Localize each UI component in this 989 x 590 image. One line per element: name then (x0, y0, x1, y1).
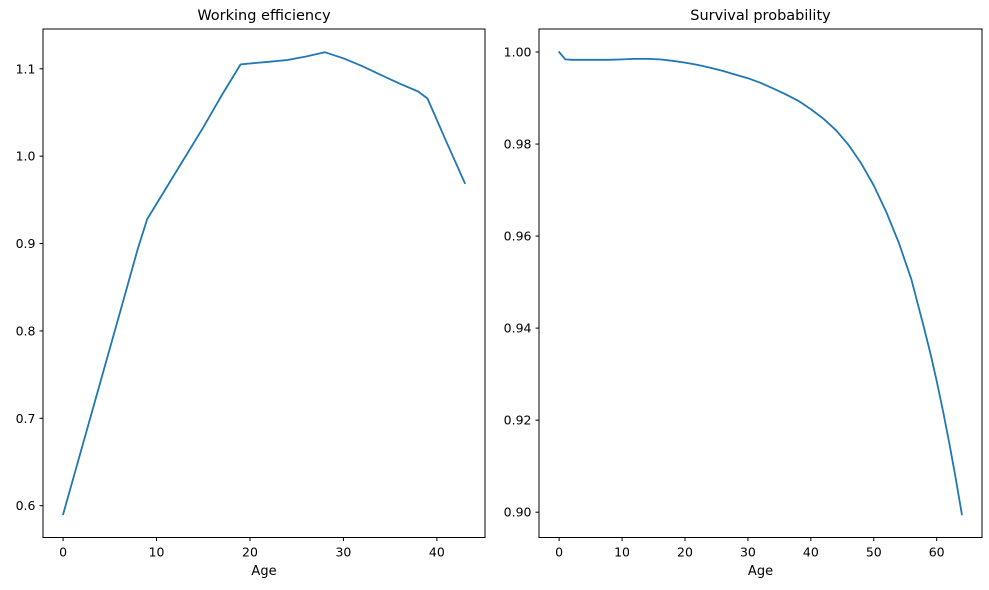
right-x-axis-label: Age (747, 564, 774, 579)
x-tick-label: 40 (429, 545, 445, 560)
x-tick-label: 60 (929, 545, 945, 560)
x-tick-label: 10 (614, 545, 630, 560)
y-tick-label: 0.94 (504, 321, 532, 336)
x-tick-label: 20 (677, 545, 693, 560)
y-tick-label: 0.6 (16, 498, 36, 513)
y-tick-label: 0.98 (504, 137, 532, 152)
right-chart-title: Survival probability (690, 8, 831, 24)
x-tick-label: 10 (149, 545, 165, 560)
y-tick-label: 1.00 (504, 45, 532, 60)
left-x-axis-label: Age (251, 564, 277, 579)
left-chart-title: Working efficiency (197, 8, 331, 24)
y-tick-label: 1.0 (16, 149, 36, 164)
x-tick-label: 0 (59, 545, 67, 560)
y-tick-label: 0.7 (16, 411, 36, 426)
line-working-efficiency (62, 51, 466, 516)
line-survival-probability (558, 51, 963, 516)
x-tick-label: 30 (335, 545, 351, 560)
y-tick-label: 0.90 (504, 505, 532, 520)
x-tick-label: 0 (555, 545, 563, 560)
y-tick-label: 0.9 (16, 236, 36, 251)
axes-spines (42, 28, 486, 538)
x-tick-label: 50 (866, 545, 882, 560)
y-tick-label: 0.8 (16, 323, 36, 338)
x-tick-label: 20 (242, 545, 258, 560)
y-tick-label: 0.96 (504, 229, 532, 244)
subplot-survival-probability: 0 10 20 30 40 50 60 0.90 0.92 0.94 0.96 0.98 1.00 (504, 28, 983, 560)
y-tick-label: 1.1 (16, 61, 36, 76)
x-tick-label: 40 (803, 545, 819, 560)
subplot-working-efficiency: 0 10 20 30 40 0.6 0.7 0.8 0.9 1.0 1.1 (16, 28, 486, 560)
axes-spines (538, 28, 983, 538)
y-tick-label: 0.92 (504, 413, 532, 428)
x-tick-label: 30 (740, 545, 756, 560)
